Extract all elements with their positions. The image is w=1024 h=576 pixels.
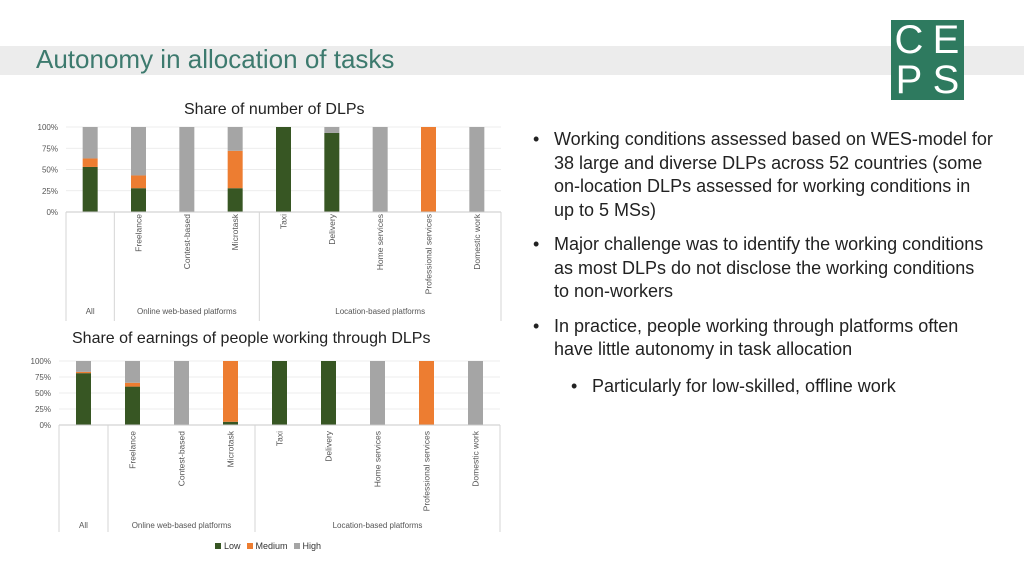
x-tick-label: Domestic work — [471, 430, 481, 486]
bar-low-microtask — [223, 421, 238, 425]
group-label: Online web-based platforms — [137, 307, 237, 316]
bullet-major-challenge: Major challenge was to identify the work… — [533, 233, 993, 304]
y-tick-label: 75% — [42, 144, 58, 153]
bar-medium-freelance — [131, 175, 146, 189]
group-label: Location-based platforms — [335, 307, 425, 316]
legend-swatch-medium — [246, 543, 253, 549]
bar-high-microtask — [227, 127, 243, 151]
bar-low-microtask — [227, 188, 243, 212]
legend-label-high: High — [302, 541, 322, 551]
x-tick-label: Contest-based — [177, 431, 187, 487]
legend-item-high: High — [293, 541, 322, 551]
bar-medium-all — [82, 158, 98, 167]
bar-medium-microtask — [223, 361, 238, 422]
legend-item-low: Low — [215, 541, 241, 551]
x-tick-label: Professional services — [424, 214, 434, 294]
x-tick-label: Taxi — [279, 214, 289, 229]
bar-high-domestic-work — [468, 361, 483, 425]
chart-share-of-dlps: 100% 75% 50% 25% 0% Freelance Contest-based Mic… — [38, 123, 502, 321]
x-tick-label: Freelance — [128, 431, 138, 469]
x-tick-label: Taxi — [275, 431, 285, 446]
logo-letter-c: C — [894, 18, 924, 62]
chart-title-earnings: Share of earnings of people working thro… — [72, 330, 431, 347]
bar-high-home-services — [372, 127, 388, 212]
group-label: Location-based platforms — [333, 521, 423, 530]
bar-low-freelance — [131, 188, 146, 212]
bar-high-contest-based — [174, 361, 189, 425]
bar-high-contest-based — [179, 127, 195, 212]
x-tick-label: Domestic work — [472, 213, 482, 269]
y-tick-label: 50% — [42, 166, 58, 175]
x-tick-label: Microtask — [230, 213, 240, 250]
bar-low-taxi — [276, 127, 291, 212]
legend-label-low: Low — [224, 541, 241, 551]
x-tick-label: Delivery — [324, 430, 334, 461]
logo-letter-p: P — [895, 58, 923, 102]
bar-high-delivery — [324, 127, 340, 133]
x-tick-label: Microtask — [226, 430, 236, 467]
bar-low-delivery — [324, 132, 340, 212]
page-title: Autonomy in allocation of tasks — [36, 44, 395, 74]
y-tick-label: 100% — [31, 357, 51, 366]
x-tick-label: Freelance — [134, 214, 144, 252]
group-label: Online web-based platforms — [132, 521, 232, 530]
y-tick-label: 25% — [35, 405, 51, 414]
chart-legend: Low Medium High — [215, 541, 321, 551]
x-tick-label: Delivery — [327, 213, 337, 244]
bar-medium-professional-services — [419, 361, 434, 425]
x-tick-label: Contest-based — [182, 214, 192, 270]
x-tick-label: Home services — [373, 431, 383, 487]
bullet-wes-model: Working conditions assessed based on WES… — [533, 128, 993, 222]
y-tick-label: 50% — [35, 389, 51, 398]
x-tick-label: Home services — [375, 214, 385, 270]
ceps-logo: C E P S — [891, 20, 964, 100]
bar-low-all — [82, 166, 98, 212]
legend-item-medium: Medium — [246, 541, 288, 551]
logo-letter-e: E — [932, 18, 960, 62]
chart-share-of-earnings: 100% 75% 50% 25% 0% Freelance Contest-based Mic… — [31, 357, 501, 532]
legend-label-medium: Medium — [255, 541, 288, 551]
x-tick-label: Professional services — [422, 431, 432, 511]
y-tick-label: 100% — [38, 123, 58, 132]
y-tick-label: 0% — [46, 208, 58, 217]
bar-high-domestic-work — [469, 127, 485, 212]
legend-swatch-low — [215, 543, 221, 549]
y-tick-label: 0% — [39, 421, 51, 430]
chart-title-dlps: Share of number of DLPs — [184, 101, 365, 118]
bar-high-home-services — [370, 361, 385, 425]
bullet-list: Working conditions assessed based on WES… — [533, 128, 993, 409]
bullet-in-practice: In practice, people working through plat… — [533, 315, 993, 362]
bar-medium-freelance — [125, 382, 140, 387]
logo-letter-s: S — [932, 58, 960, 102]
bar-medium-professional-services — [421, 127, 436, 212]
bar-low-taxi — [272, 361, 287, 425]
y-tick-label: 75% — [35, 373, 51, 382]
bar-high-freelance — [125, 361, 140, 383]
group-label: All — [79, 521, 88, 530]
y-tick-label: 25% — [42, 187, 58, 196]
bar-high-freelance — [131, 127, 146, 176]
bar-medium-all — [76, 371, 91, 374]
title-band — [0, 46, 1024, 75]
group-label: All — [86, 307, 95, 316]
bar-medium-microtask — [227, 150, 243, 189]
bar-high-all — [76, 361, 91, 372]
legend-swatch-high — [293, 543, 300, 549]
bar-low-freelance — [125, 386, 140, 425]
bar-low-delivery — [321, 361, 336, 425]
bar-high-all — [82, 127, 98, 159]
bar-low-all — [76, 373, 91, 425]
bullet-low-skilled: Particularly for low-skilled, offline wo… — [571, 375, 993, 399]
